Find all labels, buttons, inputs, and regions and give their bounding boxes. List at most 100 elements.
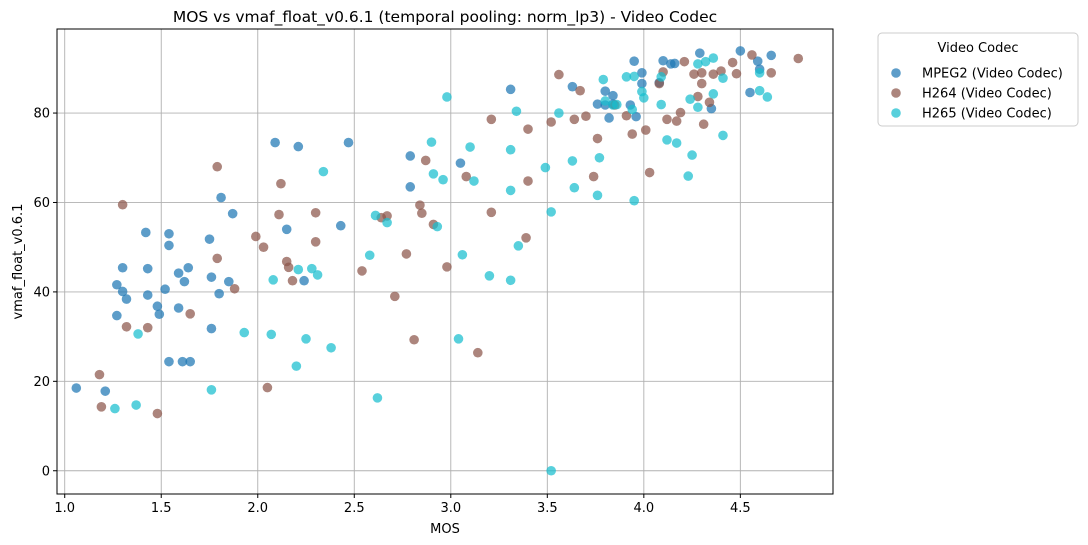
data-point (301, 334, 311, 344)
data-point (239, 327, 250, 338)
data-point (718, 73, 728, 83)
y-tick-label: 60 (33, 196, 50, 211)
data-point (600, 86, 611, 96)
data-point (754, 68, 765, 78)
data-point (110, 403, 120, 414)
x-tick-label: 2.5 (344, 501, 365, 516)
data-point (569, 114, 580, 125)
data-point (409, 334, 419, 345)
legend-marker (891, 68, 901, 78)
series-2 (110, 53, 773, 476)
data-point (569, 182, 580, 193)
data-point (523, 176, 533, 186)
legend-label: H264 (Video Codec) (922, 87, 1052, 102)
data-point (117, 199, 128, 210)
data-point (310, 237, 321, 247)
data-point (276, 178, 286, 189)
series-1 (94, 50, 804, 419)
data-point (112, 279, 122, 290)
data-point (629, 195, 639, 206)
legend-box (877, 32, 1079, 127)
data-point (426, 137, 437, 147)
legend-marker (891, 88, 901, 98)
data-point (683, 171, 694, 181)
data-point (206, 272, 217, 282)
data-point (656, 99, 666, 110)
data-point (140, 227, 151, 238)
x-tick-label: 4.5 (730, 501, 751, 516)
data-point (486, 114, 497, 125)
data-point (268, 275, 278, 285)
data-point (216, 192, 226, 203)
data-point (94, 369, 105, 380)
data-point (204, 234, 215, 244)
data-point (766, 68, 777, 78)
data-point (121, 321, 132, 332)
data-point (511, 106, 522, 117)
data-point (469, 176, 479, 186)
data-point (505, 84, 516, 95)
data-point (152, 408, 163, 419)
data-point (693, 59, 703, 69)
data-point (473, 347, 483, 358)
data-point (505, 185, 516, 196)
data-point (754, 85, 765, 96)
data-point (307, 263, 317, 274)
data-point (251, 231, 261, 242)
axis-ticks: 1.0 1.5 2.0 2.5 3.0 3.5 4.0 4.5 0 20 40 60 80 (33, 107, 750, 516)
data-point (326, 342, 336, 353)
data-point (461, 171, 472, 182)
legend-marker (891, 108, 901, 118)
data-point (343, 137, 354, 148)
data-point (442, 92, 452, 102)
data-point (708, 53, 719, 63)
data-point (287, 275, 298, 286)
data-point (372, 393, 383, 403)
data-point (644, 167, 655, 178)
data-point (662, 135, 672, 145)
data-point (793, 53, 804, 64)
legend-entries: MPEG2 (Video Codec) H264 (Video Codec) H26… (891, 67, 1063, 122)
data-point (693, 91, 703, 102)
data-point (293, 141, 304, 152)
legend-label: H265 (Video Codec) (922, 107, 1052, 122)
data-point (685, 94, 695, 104)
data-point (762, 92, 773, 102)
data-point (521, 233, 531, 243)
data-point (274, 209, 284, 220)
data-point (505, 144, 516, 155)
data-point (581, 111, 591, 121)
data-point (567, 156, 578, 166)
data-point (598, 74, 609, 85)
data-point (117, 262, 128, 273)
data-point (546, 465, 556, 476)
data-point (438, 174, 448, 185)
data-point (752, 56, 763, 66)
data-points (71, 46, 804, 476)
data-point (747, 50, 757, 60)
data-point (206, 385, 217, 395)
data-point (142, 290, 153, 300)
data-point (594, 152, 605, 163)
data-point (177, 356, 188, 367)
data-point (154, 309, 165, 320)
data-point (229, 283, 240, 294)
data-point (698, 119, 709, 130)
data-point (696, 78, 707, 89)
data-point (142, 263, 153, 274)
data-point (696, 68, 707, 78)
data-point (592, 190, 603, 201)
data-point (735, 46, 746, 56)
x-axis-label: MOS (430, 522, 460, 537)
grid (57, 29, 833, 494)
data-point (370, 210, 381, 221)
legend: Video Codec MPEG2 (Video Codec) H264 (Vid… (877, 32, 1079, 127)
data-point (160, 284, 170, 295)
data-point (704, 97, 715, 108)
data-point (656, 72, 666, 82)
data-point (745, 87, 755, 98)
data-point (608, 90, 618, 101)
data-point (121, 294, 132, 304)
data-point (637, 68, 647, 78)
data-point (708, 89, 719, 99)
